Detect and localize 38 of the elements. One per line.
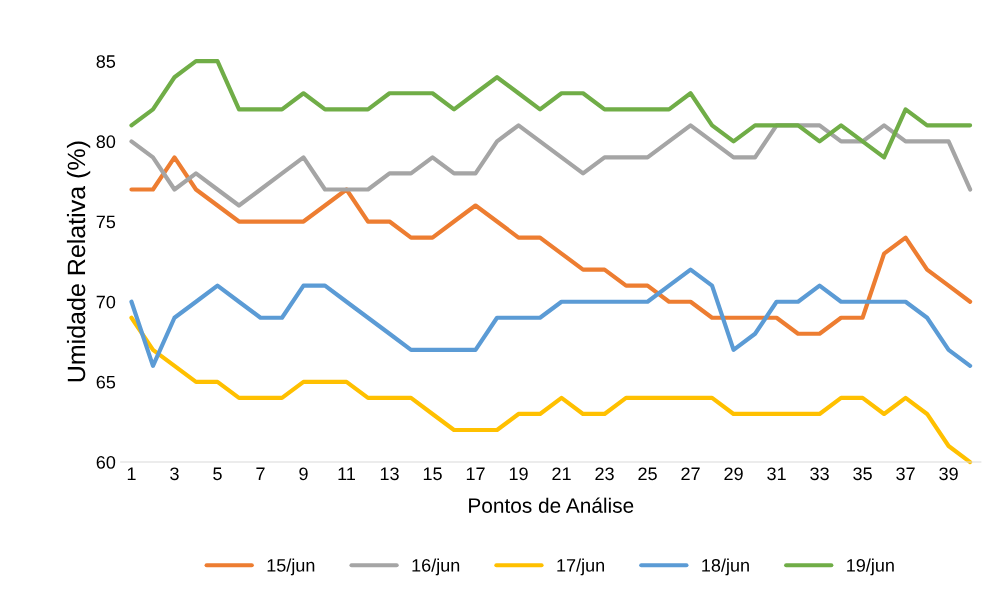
x-tick-label: 27: [681, 467, 700, 481]
x-tick-label: 7: [256, 467, 265, 481]
legend-label: 15/jun: [267, 558, 315, 576]
x-tick-label: 13: [380, 467, 399, 481]
line-series: [129, 59, 973, 160]
x-tick-label: 35: [853, 467, 872, 481]
x-tick-label: 37: [896, 467, 915, 481]
x-tick-label: 1: [127, 467, 136, 481]
x-tick-label: 39: [939, 467, 958, 481]
x-tick-label: 9: [299, 467, 308, 481]
line-series: [129, 123, 973, 208]
legend-label: 17/jun: [557, 558, 604, 576]
y-tick-label: 75: [96, 215, 116, 229]
x-axis-title: Pontos de Análise: [469, 497, 634, 513]
x-tick-label: 31: [767, 467, 786, 481]
line-series: [129, 155, 973, 336]
x-tick-label: 21: [552, 467, 571, 481]
x-tick-label: 33: [810, 467, 829, 481]
y-tick-label: 80: [96, 135, 116, 149]
x-tick-label: 17: [466, 467, 485, 481]
y-axis-title: Umidade Relativa (%): [66, 141, 91, 382]
y-tick-label: 70: [96, 295, 116, 309]
x-tick-label: 15: [423, 467, 442, 481]
y-tick-label: 85: [96, 55, 116, 68]
x-tick-label: 3: [170, 467, 179, 481]
x-tick-label: 25: [638, 467, 657, 481]
x-tick-label: 19: [509, 467, 528, 481]
legend-label: 16/jun: [412, 558, 460, 576]
legend-label: 19/jun: [847, 558, 894, 576]
x-tick-label: 29: [724, 467, 743, 481]
y-tick-label: 60: [96, 455, 116, 469]
line-series: [129, 315, 973, 465]
x-tick-label: 11: [338, 467, 355, 481]
y-tick-label: 65: [96, 375, 116, 389]
legend-label: 18/jun: [702, 558, 749, 576]
x-tick-label: 23: [595, 467, 614, 481]
line-series: [129, 267, 973, 368]
x-tick-label: 5: [213, 467, 222, 481]
